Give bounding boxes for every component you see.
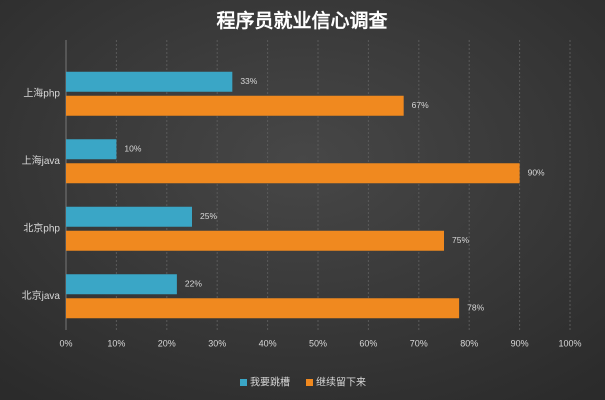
y-tick-label: 上海php: [23, 86, 60, 99]
x-tick-label: 0%: [59, 338, 72, 348]
x-tick-label: 80%: [460, 338, 478, 348]
legend-label: 继续留下来: [316, 376, 366, 389]
bar: [66, 298, 460, 319]
x-tick-label: 20%: [158, 338, 176, 348]
value-label: 22%: [185, 279, 202, 289]
bar: [66, 71, 233, 92]
bar: [66, 163, 520, 184]
x-tick-label: 10%: [107, 338, 125, 348]
x-tick-label: 100%: [558, 338, 581, 348]
x-tick-label: 40%: [259, 338, 277, 348]
bar: [66, 206, 192, 227]
bar: [66, 230, 444, 251]
x-tick-label: 50%: [309, 338, 327, 348]
value-label: 25%: [200, 211, 217, 221]
y-tick-label: 北京php: [23, 221, 60, 234]
y-tick-label: 北京java: [22, 289, 61, 302]
value-label: 75%: [452, 235, 469, 245]
value-label: 10%: [124, 144, 141, 154]
value-label: 90%: [528, 168, 545, 178]
value-label: 67%: [412, 100, 429, 110]
x-tick-label: 90%: [511, 338, 529, 348]
chart-title: 程序员就业信心调查: [216, 9, 388, 32]
bar: [66, 139, 117, 160]
bar: [66, 95, 404, 116]
value-label: 78%: [467, 303, 484, 313]
x-tick-label: 30%: [208, 338, 226, 348]
bar: [66, 274, 177, 295]
value-label: 33%: [240, 76, 257, 86]
legend-label: 我要跳槽: [250, 376, 290, 389]
y-tick-label: 上海java: [22, 154, 61, 167]
legend-swatch: [240, 379, 247, 386]
legend-swatch: [306, 379, 313, 386]
x-tick-label: 60%: [359, 338, 377, 348]
x-tick-label: 70%: [410, 338, 428, 348]
